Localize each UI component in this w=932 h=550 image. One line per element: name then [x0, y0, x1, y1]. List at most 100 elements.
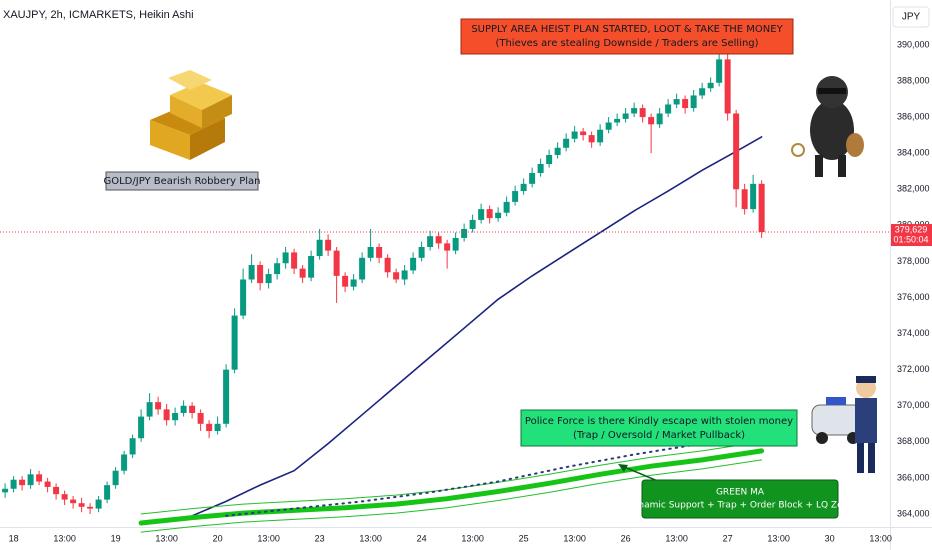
candle-body: [350, 279, 357, 287]
candle-body: [376, 246, 383, 258]
candle-body: [512, 191, 519, 202]
last-price-badge: [891, 224, 932, 247]
annotation-text: (Trap / Oversold / Market Pullback): [573, 430, 745, 441]
y-tick-label: 388,000: [897, 75, 930, 85]
candle-body: [10, 479, 17, 489]
annotation-plan: GOLD/JPY Bearish Robbery Plan: [103, 171, 261, 191]
candle-body: [342, 275, 349, 287]
gold-bars-icon: [150, 70, 232, 160]
x-tick-label: 20: [213, 533, 223, 543]
annotation-arrowhead: [618, 464, 628, 472]
x-tick-label: 13:00: [53, 533, 76, 543]
candle-body: [146, 402, 153, 417]
candle-body: [563, 138, 570, 148]
candle-body: [19, 479, 26, 486]
y-tick-label: 376,000: [897, 292, 930, 302]
candle-body: [529, 173, 536, 184]
candle-body: [418, 246, 425, 258]
candle-body: [656, 113, 663, 125]
x-tick-label: 13:00: [563, 533, 586, 543]
candle-body: [155, 402, 162, 410]
candle-body: [53, 486, 60, 495]
x-tick-label: 13:00: [767, 533, 790, 543]
candle-body: [138, 416, 145, 439]
y-tick-label: 382,000: [897, 184, 930, 194]
candle-body: [597, 129, 604, 143]
candle-body: [206, 423, 213, 432]
candle-body: [716, 59, 723, 83]
currency-badge[interactable]: [892, 6, 930, 28]
candle-body: [410, 257, 417, 271]
candle-body: [571, 131, 578, 139]
candle-body: [588, 135, 595, 143]
candle-body: [299, 268, 306, 278]
x-tick-label: 30: [825, 533, 835, 543]
candle-body: [639, 108, 646, 118]
candle-body: [503, 201, 510, 213]
candle-body: [367, 246, 374, 258]
candle-body: [605, 122, 612, 130]
candle-body: [673, 99, 680, 105]
x-tick-label: 13:00: [461, 533, 484, 543]
candle-body: [257, 265, 264, 284]
candle-body: [469, 219, 476, 229]
candle-body: [393, 272, 400, 280]
candle-body: [36, 474, 43, 482]
annotation-text: Police Force is there Kindly escape with…: [525, 416, 793, 427]
candle-body: [333, 250, 340, 276]
candle-body: [282, 252, 289, 264]
chart-title: XAUJPY, 2h, ICMARKETS, Heikin Ashi: [3, 9, 194, 21]
annotation-text: GOLD/JPY Bearish Robbery Plan: [103, 176, 260, 187]
y-tick-label: 370,000: [897, 400, 930, 410]
x-tick-label: 18: [9, 533, 19, 543]
x-tick-label: 13:00: [155, 533, 178, 543]
candle-body: [495, 212, 502, 219]
thief-icon: [791, 76, 864, 177]
x-tick-label: 27: [723, 533, 733, 543]
ma-line: [138, 448, 765, 526]
candle-body: [121, 454, 128, 471]
annotation-green-ma: GREEN MA Dynamic Support + Trap + Order …: [618, 464, 854, 519]
candle-body: [444, 243, 451, 251]
annotation-box: [520, 409, 798, 447]
y-tick-label: 374,000: [897, 328, 930, 338]
candle-body: [308, 256, 315, 278]
candle-body: [197, 412, 204, 424]
ma-line: [191, 136, 763, 517]
candle-body: [537, 163, 544, 174]
candle-body: [461, 228, 468, 238]
plot-area: [0, 37, 890, 533]
currency-label: JPY: [902, 12, 921, 23]
y-tick-label: 386,000: [897, 111, 930, 121]
y-tick-label: 366,000: [897, 472, 930, 482]
candle-body: [316, 239, 323, 257]
x-tick-label: 13:00: [869, 533, 892, 543]
candle-body: [223, 369, 230, 424]
police-icon: [811, 376, 877, 473]
candle-body: [291, 252, 298, 269]
annotation-police: Police Force is there Kindly escape with…: [520, 409, 798, 447]
annotation-supply: SUPPLY AREA HEIST PLAN STARTED, LOOT & T…: [460, 18, 794, 55]
candle-body: [733, 113, 740, 190]
candle-body: [520, 183, 527, 192]
y-tick-label: 368,000: [897, 436, 930, 446]
y-tick-label: 364,000: [897, 508, 930, 518]
candle-body: [614, 118, 621, 123]
candle-body: [189, 405, 196, 413]
candle-body: [554, 147, 561, 155]
candle-body: [104, 485, 111, 500]
candle-body: [648, 117, 655, 125]
candle-body: [248, 265, 255, 280]
annotation-text: SUPPLY AREA HEIST PLAN STARTED, LOOT & T…: [471, 24, 783, 35]
annotation-text: (Thieves are stealing Downside / Traders…: [495, 38, 758, 49]
candle-body: [214, 423, 221, 432]
y-tick-label: 378,000: [897, 256, 930, 266]
x-tick-label: 13:00: [257, 533, 280, 543]
candle-body: [180, 405, 187, 413]
y-tick-label: 390,000: [897, 39, 930, 49]
annotation-arrow: [621, 465, 661, 483]
candle-body: [129, 438, 136, 455]
candle-body: [758, 183, 765, 233]
